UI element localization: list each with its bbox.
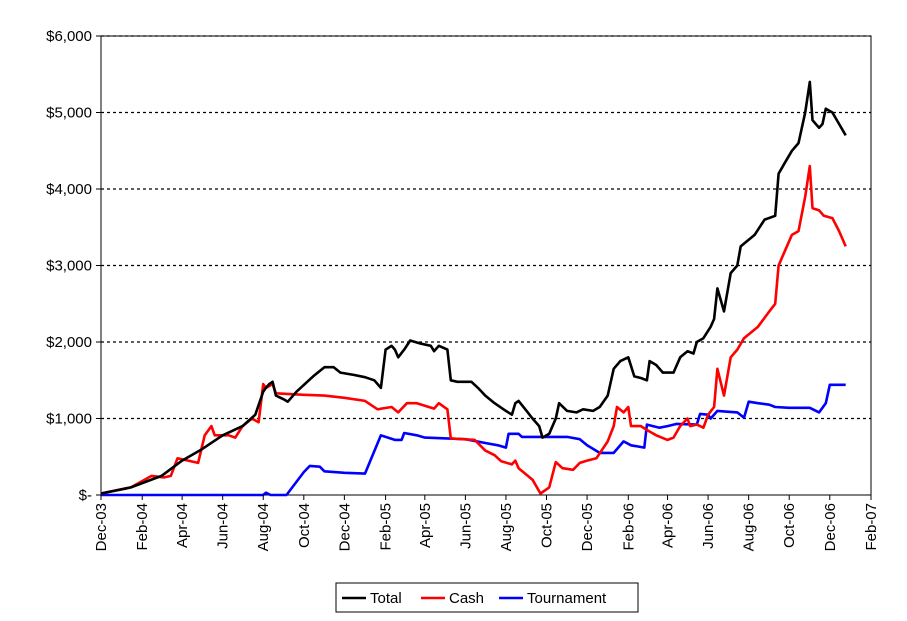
series-layer <box>100 80 847 497</box>
x-tick-label: Dec-06 <box>822 503 839 551</box>
y-tick-label: $4,000 <box>46 181 92 198</box>
y-axis: $- $1,000 $2,000 $3,000 $4,000 $5,000 $6,000 <box>46 28 101 504</box>
x-tick-label: Jun-04 <box>215 503 232 549</box>
legend: Total Cash Tournament <box>335 582 639 613</box>
x-tick-label: Aug-06 <box>741 503 758 551</box>
x-tick-label: Dec-04 <box>336 503 353 551</box>
series-line-total <box>100 80 847 495</box>
x-tick-label: Feb-06 <box>620 503 637 551</box>
x-tick-label: Oct-06 <box>781 503 798 548</box>
x-tick-label: Oct-05 <box>539 503 556 548</box>
y-tick-label: $- <box>79 487 92 504</box>
x-tick-label: Aug-05 <box>498 503 515 551</box>
legend-label-cash: Cash <box>449 590 484 607</box>
legend-box <box>335 582 639 613</box>
series-line-tournament <box>101 383 846 497</box>
legend-label-total: Total <box>370 590 402 607</box>
grid-lines <box>101 35 871 420</box>
x-tick-label: Aug-04 <box>255 503 272 551</box>
x-tick-label: Feb-07 <box>863 503 880 551</box>
series-line-cash <box>100 164 847 495</box>
y-tick-label: $2,000 <box>46 334 92 351</box>
legend-label-tournament: Tournament <box>527 590 607 607</box>
x-tick-label: Apr-05 <box>417 503 434 548</box>
x-tick-label: Apr-06 <box>660 503 677 548</box>
x-tick-label: Apr-04 <box>174 503 191 548</box>
y-tick-label: $3,000 <box>46 258 92 275</box>
x-tick-label: Oct-04 <box>296 503 313 548</box>
x-tick-label: Jun-05 <box>457 503 474 549</box>
x-tick-label: Jun-06 <box>700 503 717 549</box>
y-tick-label: $5,000 <box>46 105 92 122</box>
x-tick-label: Dec-03 <box>93 503 110 551</box>
y-tick-label: $1,000 <box>46 411 92 428</box>
x-tick-label: Feb-04 <box>134 503 151 551</box>
x-tick-label: Dec-05 <box>579 503 596 551</box>
x-axis: Dec-03 Feb-04 Apr-04 Jun-04 Aug-04 Oct-04 Dec-… <box>93 495 880 551</box>
y-tick-label: $6,000 <box>46 28 92 45</box>
x-tick-label: Feb-05 <box>378 503 395 551</box>
